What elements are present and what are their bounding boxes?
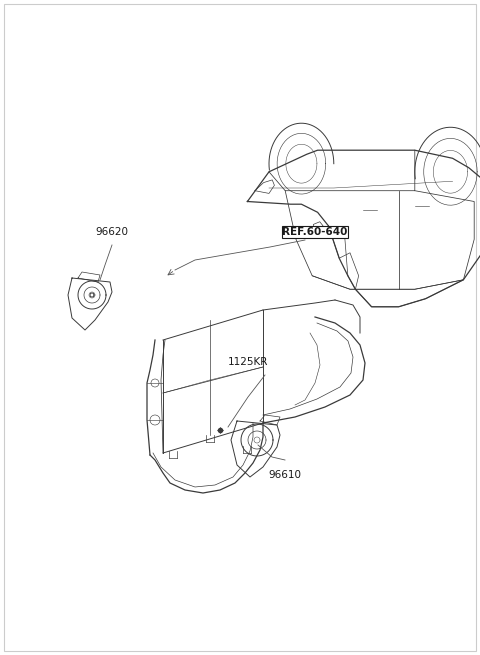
Text: 1125KR: 1125KR	[228, 357, 268, 367]
Text: 96610: 96610	[268, 470, 301, 480]
Text: REF.60-640: REF.60-640	[282, 227, 348, 237]
Text: 96620: 96620	[96, 227, 129, 237]
